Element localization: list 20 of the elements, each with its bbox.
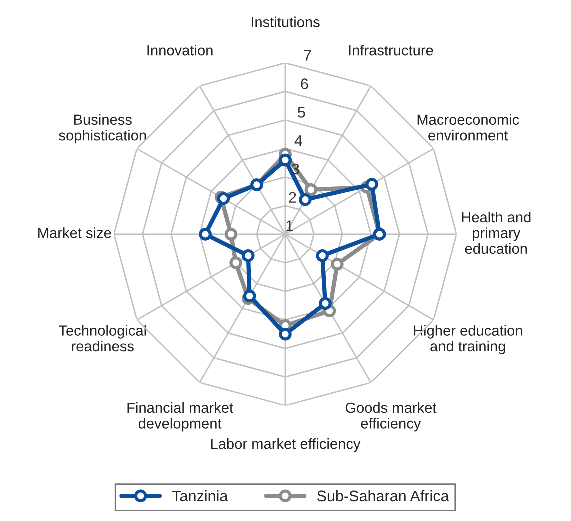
y-tick-label: 6 bbox=[301, 78, 308, 90]
y-tick-label: 4 bbox=[294, 136, 302, 146]
spoke-label: Labor market efficiency bbox=[211, 438, 361, 452]
y-tick-label: 1 bbox=[286, 220, 294, 232]
spoke-label: Technological readiness bbox=[59, 325, 146, 352]
y-tick-label: 7 bbox=[304, 50, 312, 61]
spoke-label: Higher education and training bbox=[414, 325, 522, 355]
spoke-label: Goods market efficiency bbox=[346, 402, 437, 432]
spoke-label: Business sophistication bbox=[59, 114, 146, 144]
y-tick-label: 5 bbox=[298, 107, 306, 118]
spoke-label: Infrastructure bbox=[349, 45, 434, 56]
legend-label: Sub-Saharan Africa bbox=[317, 490, 450, 502]
spoke-label: Innovation bbox=[148, 45, 213, 56]
spoke-label: Market size bbox=[38, 228, 112, 238]
spoke-label: Macroeconomic environment bbox=[418, 114, 520, 141]
spoke-label: Health and primary education bbox=[462, 212, 531, 254]
y-tick-label: 2 bbox=[289, 192, 296, 203]
spoke-label: Institutions bbox=[252, 16, 320, 28]
spoke-label: Financial market development bbox=[128, 402, 234, 432]
legend-label: Tanzinia bbox=[172, 490, 228, 502]
